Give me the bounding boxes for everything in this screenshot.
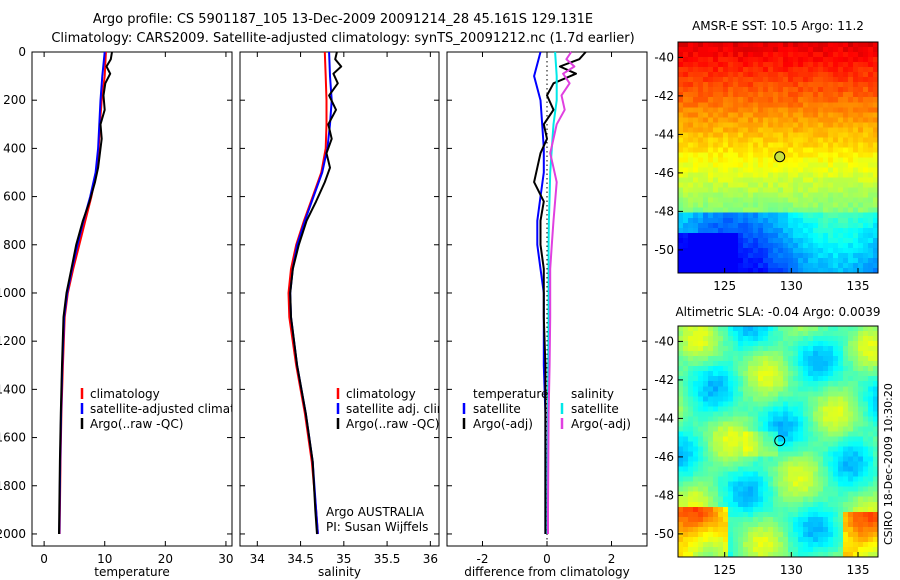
salinity-xtick-label: 36 [423, 552, 438, 566]
sla_map-ytick-label: -48 [654, 488, 674, 502]
temperature-xlabel: temperature [94, 565, 169, 579]
sla_map-cells [678, 326, 879, 558]
sla_map-xtick-label: 130 [780, 563, 803, 577]
temperature-ytick-label: 2000 [0, 527, 26, 541]
temperature-ytick-label: 1200 [0, 334, 26, 348]
sla_map-ytick-label: -46 [654, 450, 674, 464]
sla_map-ytick-label: -42 [654, 373, 674, 387]
temperature-ytick-label: 1400 [0, 382, 26, 396]
legend-label: satellite [571, 402, 619, 416]
salinity-series-argo-raw-qc- [289, 51, 343, 535]
sst_map-ytick-label: -44 [654, 127, 674, 141]
sst_map-xtick-label: 135 [847, 279, 870, 293]
legend-label: climatology [346, 387, 416, 401]
temperature-ytick-label: 1000 [0, 286, 26, 300]
legend-label: satellite adj. clim. [346, 402, 452, 416]
salinity-xtick-label: 34 [250, 552, 265, 566]
sst_map-ytick-label: -46 [654, 166, 674, 180]
sst_map-frame [677, 41, 879, 274]
legend-heading: salinity [571, 387, 614, 401]
sla_map-xtick-label: 125 [713, 563, 736, 577]
sst_map-ytick-label: -48 [654, 204, 674, 218]
sla_map-ytick-label: -44 [654, 411, 674, 425]
sla_map-panel: Altimetric SLA: -0.04 Argo: 0.0039 125 130… [654, 305, 880, 577]
salinity-axes-frame [239, 51, 440, 547]
sla_map-ytick-label: -50 [654, 527, 674, 541]
difference-xtick-label: 2 [608, 552, 616, 566]
salinity-xtick-label: 35.5 [374, 552, 401, 566]
sst_map-argo-marker [774, 151, 786, 163]
legend-label: satellite [473, 402, 521, 416]
sla_map-frame [677, 325, 879, 558]
annotation-text: PI: Susan Wijffels [326, 520, 428, 534]
difference-xtick-label: 0 [543, 552, 551, 566]
sst_map-title: AMSR-E SST: 10.5 Argo: 11.2 [692, 19, 864, 33]
sla_map-ytick-label: -40 [654, 334, 674, 348]
temperature-ytick-label: 1800 [0, 479, 26, 493]
temperature-ytick-label: 600 [3, 190, 26, 204]
sst_map-xtick-label: 130 [780, 279, 803, 293]
temperature-ytick-label: 200 [3, 93, 26, 107]
temperature-panel: 0 10 20 30 temperature 0 200 400 600 800 1000 1200 1… [0, 45, 268, 579]
legend-label: Argo(-adj) [571, 417, 631, 431]
temperature-xtick-label: 30 [218, 552, 233, 566]
salinity-xtick-label: 34.5 [287, 552, 314, 566]
difference-series-salinity-argo-adj- [547, 51, 576, 534]
legend-label: Argo(-adj) [473, 417, 533, 431]
salinity-panel: 34 34.5 35 35.5 36 salinity climatologysatelli… [239, 51, 452, 579]
temperature-xtick-label: 0 [40, 552, 48, 566]
temperature-xtick-label: 20 [158, 552, 173, 566]
side-timestamp-label: CSIRO 18-Dec-2009 10:30:20 [882, 383, 895, 545]
figure-title-line2: Climatology: CARS2009. Satellite-adjuste… [51, 31, 634, 46]
sst_map-cells [678, 42, 879, 274]
sst_map-ytick-label: -42 [654, 89, 674, 103]
salinity-xtick-label: 35 [336, 552, 351, 566]
sla_map-argo-marker [774, 435, 786, 447]
sst_map-ytick-label: -40 [654, 50, 674, 64]
temperature-ytick-label: 400 [3, 141, 26, 155]
difference-series-temperature-argo-adj- [533, 51, 587, 534]
sst_map-ytick-label: -50 [654, 243, 674, 257]
sst_map-panel: AMSR-E SST: 10.5 Argo: 11.2 125 130 135 -40 -… [654, 19, 879, 293]
temperature-ytick-label: 800 [3, 238, 26, 252]
temperature-ytick-label: 0 [18, 45, 26, 59]
legend-label: climatology [90, 387, 160, 401]
temperature-ytick-label: 1600 [0, 431, 26, 445]
sst_map-xtick-label: 125 [713, 279, 736, 293]
annotation-text: Argo AUSTRALIA [326, 505, 425, 519]
difference-xtick-label: -2 [476, 552, 488, 566]
legend-label: Argo(..raw -QC) [90, 417, 183, 431]
sla_map-title: Altimetric SLA: -0.04 Argo: 0.0039 [675, 305, 880, 319]
difference-xlabel: difference from climatology [464, 565, 630, 579]
figure-title-line1: Argo profile: CS 5901187_105 13-Dec-2009… [93, 12, 593, 27]
legend-label: Argo(..raw -QC) [346, 417, 439, 431]
temperature-xtick-label: 10 [97, 552, 112, 566]
sla_map-xtick-label: 135 [847, 563, 870, 577]
legend-label: satellite-adjusted climatology [90, 402, 268, 416]
salinity-xlabel: salinity [318, 565, 361, 579]
legend-heading: temperature [473, 387, 548, 401]
temperature-axes-frame [31, 51, 233, 547]
temperature-series-argo-raw-qc- [58, 51, 113, 535]
